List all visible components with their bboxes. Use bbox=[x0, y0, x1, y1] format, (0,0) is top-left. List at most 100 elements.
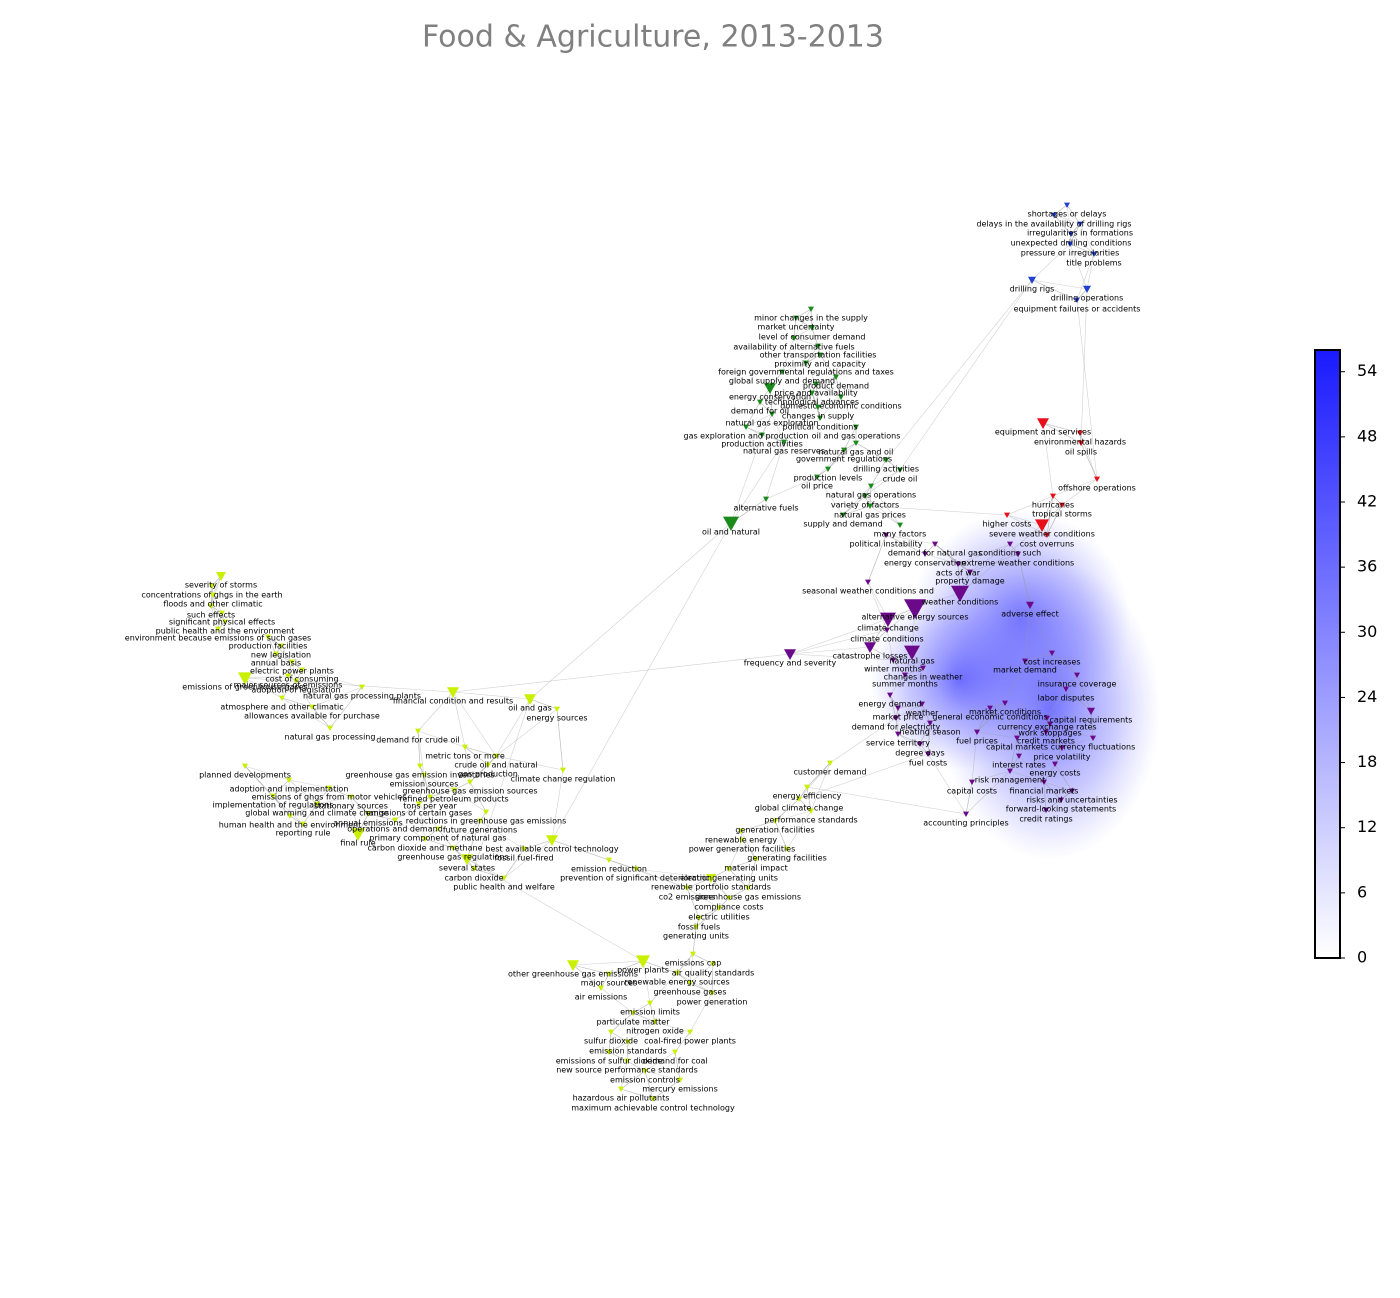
edge bbox=[620, 1088, 654, 1100]
edge bbox=[473, 698, 531, 870]
edge bbox=[674, 1031, 691, 1053]
node-label: renewable energy bbox=[705, 836, 777, 845]
node-marker bbox=[809, 390, 815, 396]
node-marker bbox=[1090, 735, 1096, 741]
edge bbox=[316, 796, 352, 805]
edge bbox=[1046, 495, 1054, 536]
edge bbox=[745, 413, 773, 428]
node-label: adverse effect bbox=[1001, 610, 1058, 619]
node-label: catastrophe losses bbox=[833, 652, 908, 661]
node-marker bbox=[365, 811, 371, 817]
node-label: greenhouse gases bbox=[653, 988, 726, 997]
node-marker bbox=[987, 705, 993, 711]
edge bbox=[419, 765, 431, 798]
edge bbox=[453, 781, 471, 791]
edge bbox=[919, 722, 931, 745]
node-marker bbox=[238, 672, 252, 685]
node-marker bbox=[969, 779, 975, 785]
edge bbox=[275, 653, 293, 663]
node-marker bbox=[421, 772, 427, 778]
node-label: greenhouse gas regulations bbox=[397, 853, 508, 862]
node-label: proximity and capacity bbox=[774, 360, 866, 369]
edge bbox=[745, 401, 761, 428]
edge bbox=[551, 839, 610, 861]
edge bbox=[217, 612, 223, 630]
node-label: climate change bbox=[857, 624, 919, 633]
edge bbox=[864, 495, 901, 526]
node-marker bbox=[726, 895, 732, 901]
node-marker bbox=[925, 751, 931, 757]
node-marker bbox=[467, 779, 473, 785]
edge bbox=[642, 960, 651, 1004]
node-marker bbox=[1043, 729, 1049, 735]
node-label: such effects bbox=[187, 611, 235, 620]
node-label: market price bbox=[873, 713, 924, 722]
edge bbox=[686, 887, 720, 909]
edge bbox=[810, 308, 813, 329]
node-label: climate conditions bbox=[850, 635, 923, 644]
edge bbox=[1031, 279, 1078, 301]
edge bbox=[989, 702, 1006, 709]
node-label: political conditions bbox=[783, 423, 858, 432]
node-marker bbox=[462, 744, 468, 750]
edge bbox=[453, 789, 487, 813]
edge bbox=[423, 774, 455, 791]
edge bbox=[1054, 763, 1073, 792]
edge bbox=[357, 819, 396, 835]
node-label: fossil fuel-fired bbox=[494, 854, 553, 863]
edge bbox=[302, 803, 318, 825]
node-marker bbox=[293, 678, 299, 684]
node-marker bbox=[796, 796, 802, 802]
node-marker bbox=[222, 619, 228, 625]
edge bbox=[816, 449, 845, 478]
node-label: renewable energy sources bbox=[624, 978, 729, 987]
edge bbox=[842, 485, 872, 516]
edge bbox=[692, 926, 697, 955]
node-marker bbox=[813, 381, 819, 387]
node-label: climate change regulation bbox=[511, 775, 616, 784]
edge bbox=[244, 765, 290, 781]
edge bbox=[774, 810, 812, 822]
edge bbox=[728, 839, 743, 870]
node-label: gas production bbox=[458, 770, 518, 779]
node-marker bbox=[753, 856, 759, 862]
node-marker bbox=[803, 360, 809, 366]
edge bbox=[311, 706, 331, 729]
edge bbox=[793, 317, 797, 339]
edge bbox=[1043, 781, 1062, 801]
node-label: natural gas processing plants bbox=[303, 692, 421, 701]
edge bbox=[867, 581, 888, 631]
edge bbox=[1024, 652, 1053, 662]
node-marker bbox=[955, 561, 961, 567]
edge bbox=[870, 459, 887, 487]
edge bbox=[328, 787, 352, 798]
node-marker bbox=[884, 627, 890, 633]
node-marker bbox=[864, 642, 876, 653]
edge bbox=[829, 717, 897, 764]
edge bbox=[774, 820, 788, 850]
edge bbox=[1051, 652, 1078, 676]
edge bbox=[469, 781, 487, 813]
node-marker bbox=[763, 496, 769, 502]
edge bbox=[1031, 243, 1071, 281]
edge bbox=[869, 646, 894, 661]
node-label: stationary sources bbox=[314, 802, 388, 811]
node-label: renewable portfolio standards bbox=[651, 883, 771, 892]
node-marker bbox=[815, 343, 821, 349]
node-marker bbox=[880, 612, 896, 627]
edge bbox=[642, 960, 678, 974]
edge bbox=[1069, 223, 1081, 245]
node-label: heating season bbox=[899, 728, 960, 737]
edge bbox=[864, 469, 901, 497]
edge bbox=[827, 442, 857, 470]
node-marker bbox=[606, 971, 612, 977]
edge bbox=[1053, 214, 1072, 235]
node-marker bbox=[904, 599, 926, 619]
node-label: future generations bbox=[443, 826, 517, 835]
edge bbox=[695, 907, 720, 928]
edge bbox=[745, 401, 761, 428]
node-label: maximum achievable control technology bbox=[571, 1104, 735, 1113]
node-label: global supply and demand bbox=[729, 377, 835, 386]
edge bbox=[272, 795, 291, 817]
